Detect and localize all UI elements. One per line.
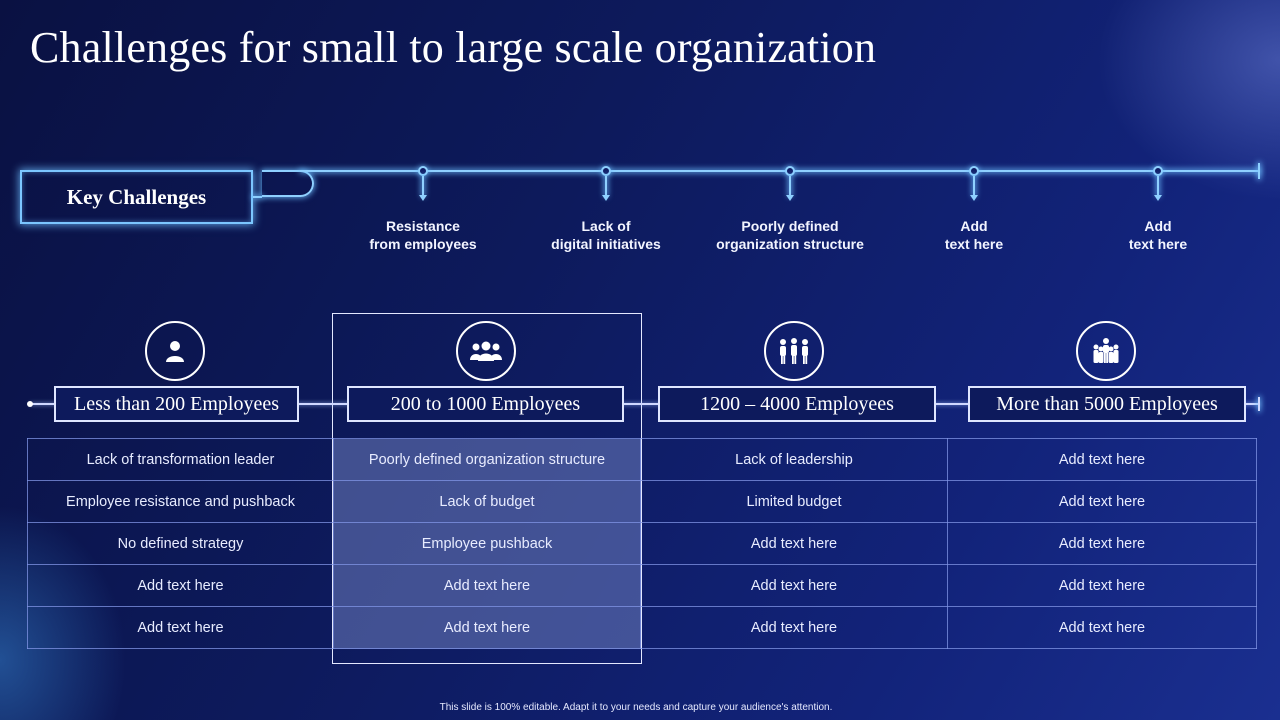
table-cell: Employee resistance and pushback: [27, 480, 334, 523]
table-cell: Add text here: [333, 606, 641, 649]
category-box-2: 200 to 1000 Employees: [347, 386, 624, 422]
table-cell: No defined strategy: [27, 522, 334, 565]
timeline-stem: [422, 176, 424, 196]
team-icon: [780, 338, 808, 364]
table-cell: Add text here: [333, 564, 641, 607]
timeline-stem: [605, 176, 607, 196]
table-row: Add text here Add text here Add text here A…: [27, 564, 1257, 607]
category-line: [30, 403, 1260, 405]
timeline-stem: [973, 176, 975, 196]
category-circle-2: [456, 321, 516, 381]
arrow-down-icon: [786, 195, 794, 201]
key-challenges-label: Key Challenges: [66, 184, 207, 209]
category-line-end-cap: [1258, 397, 1260, 411]
table-cell: Add text here: [640, 564, 948, 607]
footer-note: This slide is 100% editable. Adapt it to…: [439, 702, 833, 713]
table-cell: Add text here: [640, 606, 948, 649]
category-box-4: More than 5000 Employees: [968, 386, 1246, 422]
table-cell: Limited budget: [640, 480, 948, 523]
category-label: 1200 – 4000 Employees: [700, 392, 894, 415]
group-icon: [470, 341, 502, 361]
category-circle-1: [145, 321, 205, 381]
category-line-start-dot: [27, 401, 33, 407]
table-cell: Add text here: [947, 480, 1257, 523]
table-row: Add text here Add text here Add text here A…: [27, 606, 1257, 649]
category-circle-3: [764, 321, 824, 381]
category-circle-4: [1076, 321, 1136, 381]
table-cell: Lack of leadership: [640, 438, 948, 481]
category-label: 200 to 1000 Employees: [390, 392, 581, 415]
arrow-down-icon: [419, 195, 427, 201]
table-cell: Lack of budget: [333, 480, 641, 523]
table-cell: Lack of transformation leader: [27, 438, 334, 481]
table-cell: Add text here: [947, 564, 1257, 607]
category-label: More than 5000 Employees: [996, 392, 1218, 415]
table-cell: Poorly defined organization structure: [333, 438, 641, 481]
table-cell: Add text here: [947, 606, 1257, 649]
arrow-down-icon: [602, 195, 610, 201]
table-cell: Add text here: [640, 522, 948, 565]
timeline-node: [969, 166, 979, 176]
table-row: Lack of transformation leader Poorly defi…: [27, 438, 1257, 481]
timeline-stem: [789, 176, 791, 196]
table-cell: Add text here: [27, 606, 334, 649]
user-icon: [166, 341, 184, 362]
table-cell: Add text here: [27, 564, 334, 607]
key-connector-line: [253, 196, 262, 198]
timeline-node: [601, 166, 611, 176]
table-cell: Add text here: [947, 438, 1257, 481]
organization-icon: [1093, 338, 1119, 363]
challenge-label: Poorly defined organization structure: [716, 218, 864, 252]
category-label: Less than 200 Employees: [74, 392, 279, 415]
challenge-label: Add text here: [1128, 218, 1188, 252]
slide-title: Challenges for small to large scale orga…: [30, 23, 877, 72]
timeline-end-cap: [1258, 163, 1260, 179]
table-cell: Add text here: [947, 522, 1257, 565]
timeline-line: [300, 170, 1260, 172]
category-box-3: 1200 – 4000 Employees: [658, 386, 936, 422]
table-cell: Employee pushback: [333, 522, 641, 565]
timeline-node: [1153, 166, 1163, 176]
table-row: Employee resistance and pushback Lack of …: [27, 480, 1257, 523]
timeline-node: [785, 166, 795, 176]
table-row: No defined strategy Employee pushback Add …: [27, 522, 1257, 565]
arrow-down-icon: [1154, 195, 1162, 201]
timeline-hook: [262, 170, 314, 197]
key-challenges-box: Key Challenges: [20, 170, 253, 224]
challenges-table: Lack of transformation leader Poorly defi…: [27, 438, 1257, 649]
challenge-label: Resistance from employees: [369, 218, 477, 252]
challenge-label: Add text here: [944, 218, 1004, 252]
category-box-1: Less than 200 Employees: [54, 386, 299, 422]
arrow-down-icon: [970, 195, 978, 201]
timeline-node: [418, 166, 428, 176]
timeline-stem: [1157, 176, 1159, 196]
challenge-label: Lack of digital initiatives: [551, 218, 661, 252]
